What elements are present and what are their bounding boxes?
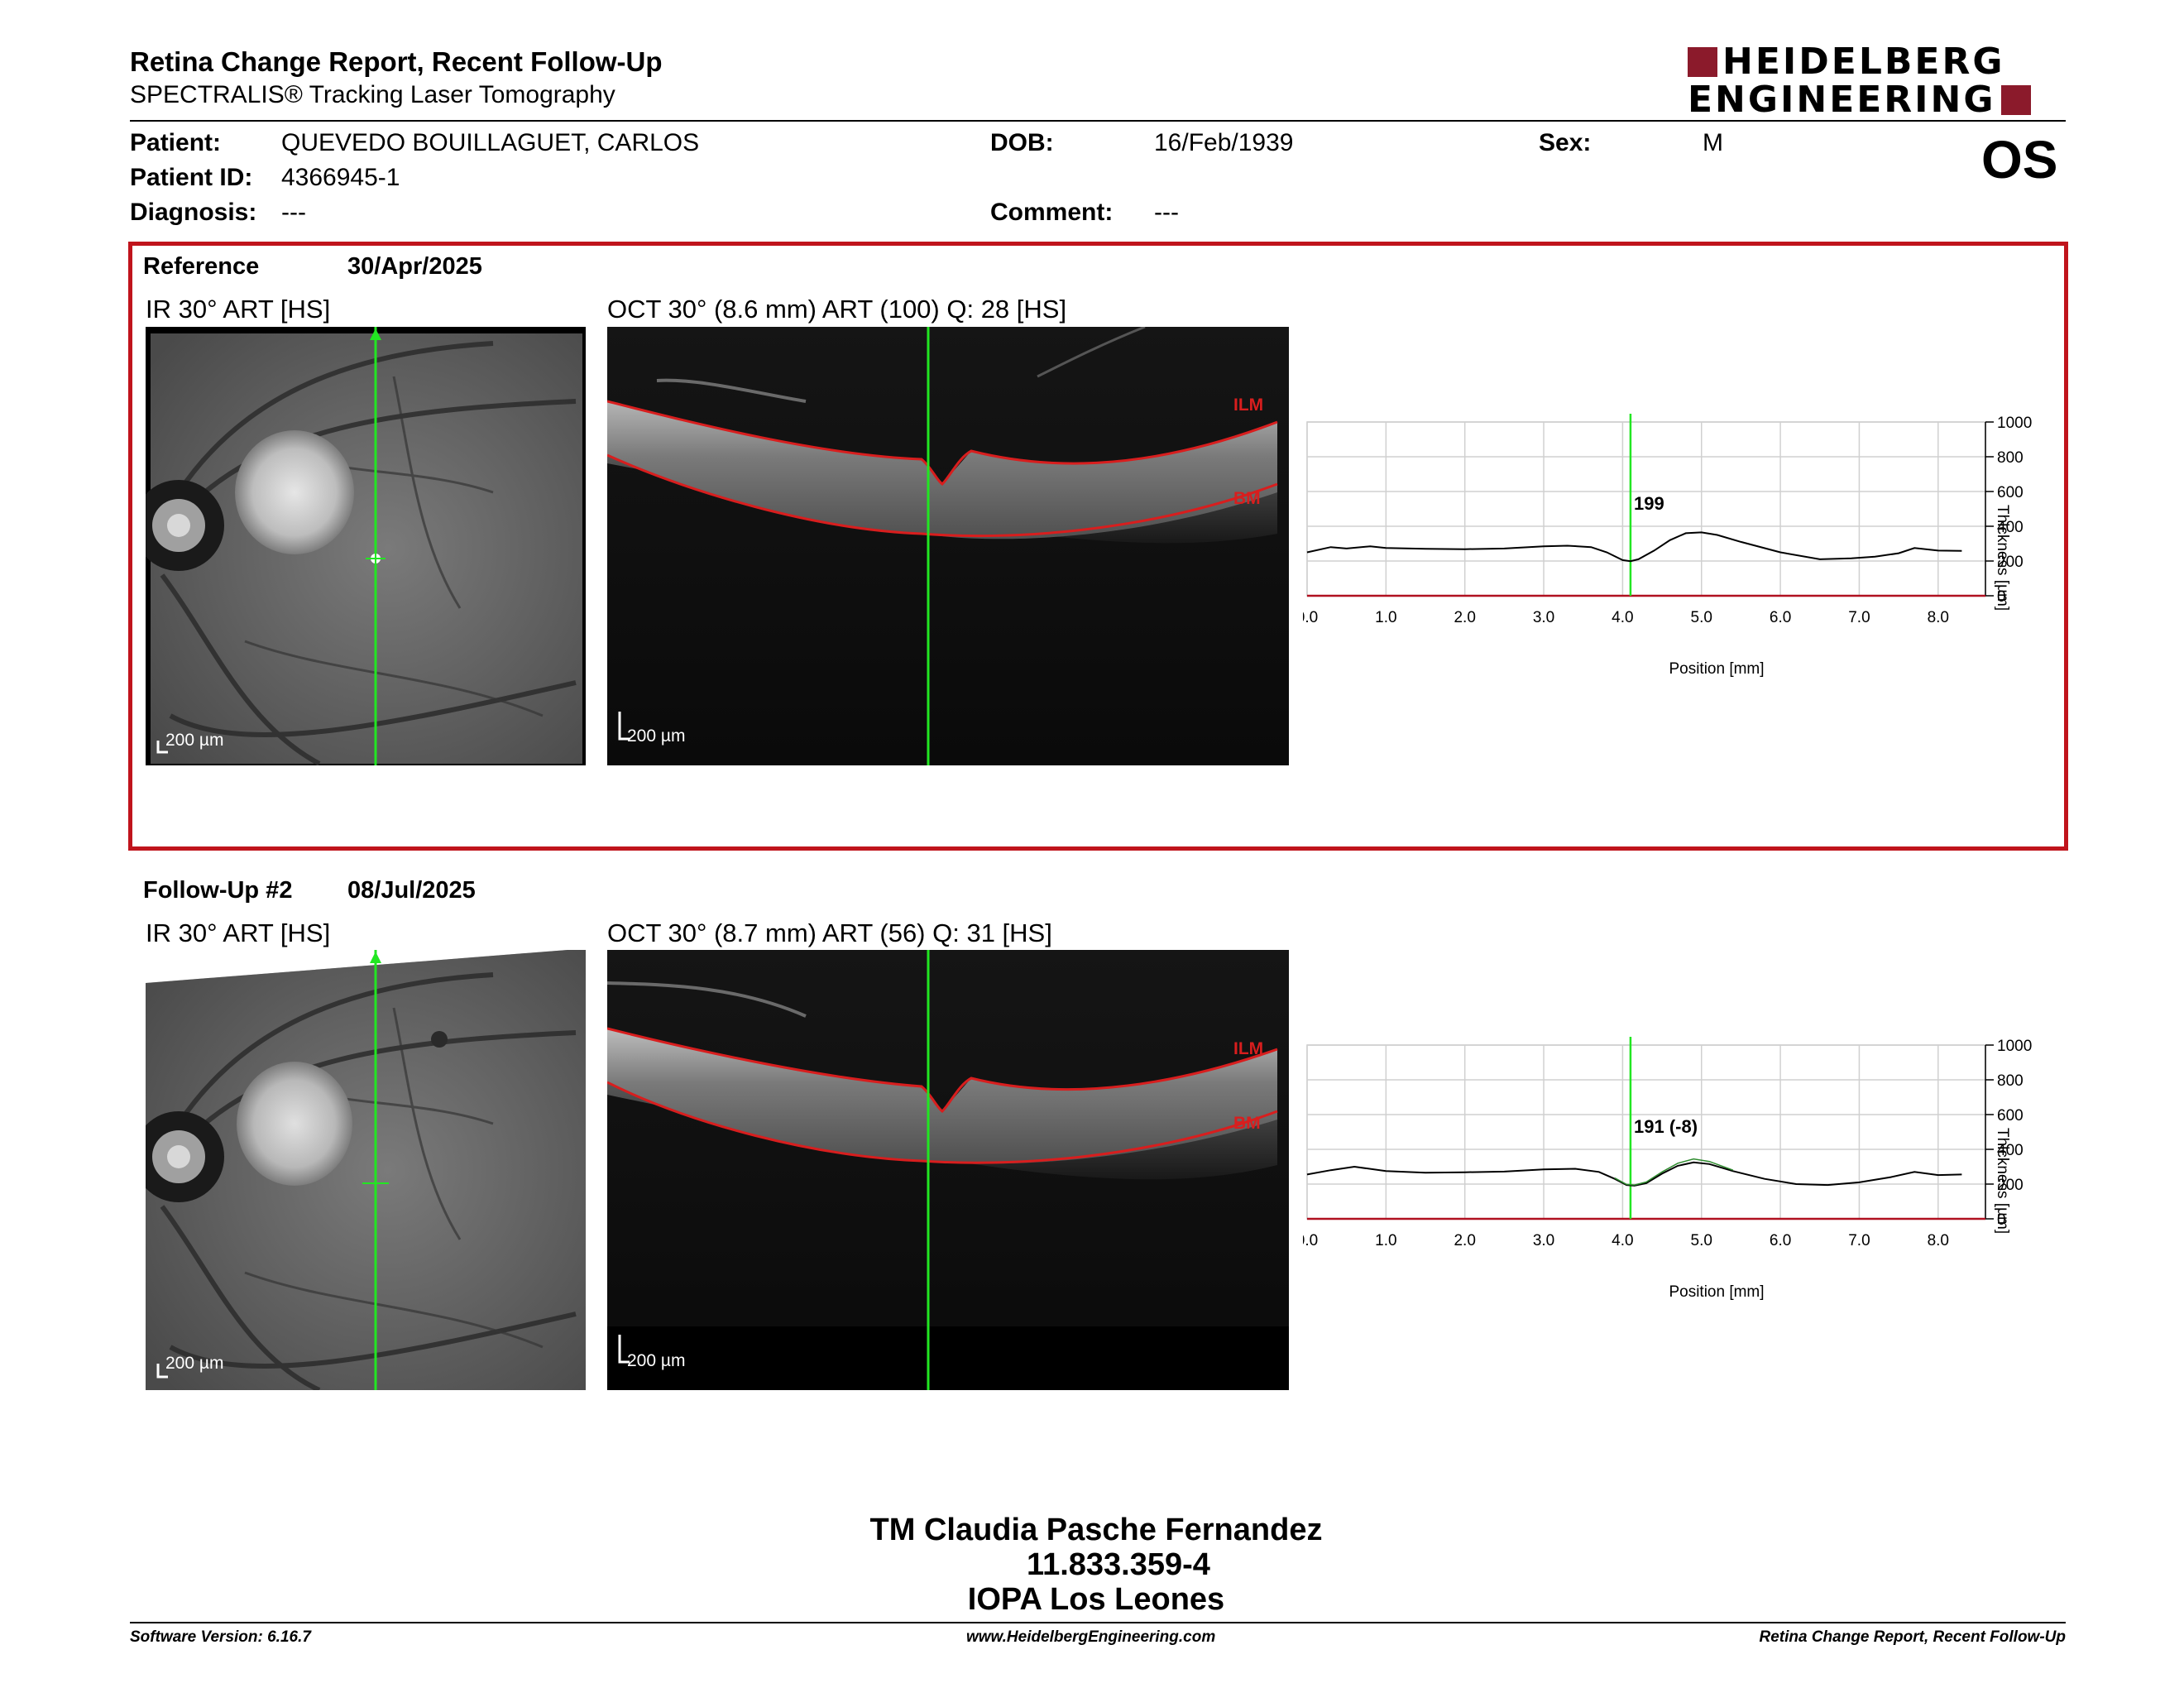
reference-xlabel: Position [mm] <box>1669 660 1765 678</box>
dob-label: DOB: <box>990 129 1054 156</box>
dob-value: 16/Feb/1939 <box>1154 129 1294 156</box>
thickness-series-line <box>1306 1161 1962 1187</box>
x-tick-label: 2.0 <box>1454 609 1475 626</box>
followup-ylabel: Thickness [µm] <box>1994 1128 2011 1235</box>
reference-frame <box>128 242 2068 851</box>
reference-ir-scale: 200 µm <box>165 731 224 750</box>
patient-name: QUEVEDO BOUILLAGUET, CARLOS <box>281 129 700 156</box>
clinic-name: IOPA Los Leones <box>967 1582 1225 1617</box>
followup-date: 08/Jul/2025 <box>347 877 476 904</box>
followup-xlabel: Position [mm] <box>1669 1283 1765 1301</box>
software-version: Software Version: 6.16.7 <box>130 1628 311 1646</box>
y-tick-label: 200 <box>1997 1177 2024 1194</box>
reference-oct-scale: 200 µm <box>627 727 686 746</box>
logo-line2: ENGINEERING <box>1688 79 1996 121</box>
reference-label: Reference <box>143 253 260 280</box>
thickness-plot-svg: 0 200 400 600 800 1000 0.0 1.0 2.0 3.0 4.0 5.0 6.0 7.… <box>1296 414 2032 626</box>
x-tick-label: 1.0 <box>1375 1232 1396 1249</box>
x-tick-label: 4.0 <box>1612 609 1633 626</box>
patient-id-label: Patient ID: <box>130 164 253 191</box>
x-tick-label: 4.0 <box>1612 1232 1633 1249</box>
reference-ylabel: Thickness [µm] <box>1994 505 2011 611</box>
comment-value: --- <box>1154 199 1179 226</box>
diagnosis-value: --- <box>281 199 306 226</box>
y-tick-label: 400 <box>1997 519 2024 536</box>
y-tick-label: 1000 <box>1997 415 2032 432</box>
reference-ir-label: IR 30° ART [HS] <box>146 295 331 324</box>
eye-indicator: OS <box>1981 130 2058 189</box>
x-tick-label: 7.0 <box>1848 609 1870 626</box>
reference-oct-label: OCT 30° (8.6 mm) ART (100) Q: 28 [HS] <box>607 295 1067 324</box>
x-tick-label: 3.0 <box>1533 1232 1554 1249</box>
x-tick-label: 8.0 <box>1928 609 1949 626</box>
x-tick-label: 6.0 <box>1770 609 1791 626</box>
x-tick-label: 0.0 <box>1303 1232 1318 1249</box>
oct-bscan-svg <box>607 327 1289 765</box>
reference-oct-image: ILM BM 200 µm <box>607 327 1289 765</box>
reference-date: 30/Apr/2025 <box>347 253 482 280</box>
followup-thickness-chart: 0 200 400 600 800 1000 0.0 1.0 2.0 3.0 4.0 5.0 6.0 7.… <box>1296 1037 2081 1302</box>
y-tick-label: 0 <box>1997 1211 2006 1229</box>
followup-marker-label: 191 (-8) <box>1634 1116 1698 1137</box>
y-tick-label: 1000 <box>1997 1038 2032 1055</box>
followup-ilm-label: ILM <box>1233 1039 1264 1058</box>
followup-oct-image: ILM BM 200 µm <box>607 950 1289 1390</box>
x-tick-label: 7.0 <box>1848 1232 1870 1249</box>
y-tick-label: 800 <box>1997 1072 2024 1090</box>
diagnosis-label: Diagnosis: <box>130 199 257 226</box>
reference-thickness-chart: 0 200 400 600 800 1000 0.0 1.0 2.0 3.0 4.0 5.0 6.0 7.… <box>1296 414 2081 679</box>
followup-ir-label: IR 30° ART [HS] <box>146 918 331 947</box>
followup-oct-scale: 200 µm <box>627 1351 686 1370</box>
footer-report-name: Retina Change Report, Recent Follow-Up <box>1759 1628 2066 1646</box>
patient-label: Patient: <box>130 129 222 156</box>
sex-value: M <box>1703 129 1723 156</box>
reference-ir-image: 200 µm <box>146 327 586 765</box>
x-tick-label: 5.0 <box>1691 1232 1712 1249</box>
reference-bm-label: BM <box>1233 489 1261 508</box>
thickness-plot-svg: 0 200 400 600 800 1000 0.0 1.0 2.0 3.0 4.0 5.0 6.0 7.… <box>1296 1037 2032 1249</box>
website-link[interactable]: www.HeidelbergEngineering.com <box>966 1628 1216 1646</box>
followup-ir-scale: 200 µm <box>165 1354 224 1373</box>
plot-area <box>1306 421 1986 597</box>
x-tick-label: 8.0 <box>1928 1232 1949 1249</box>
report-subtitle: SPECTRALIS® Tracking Laser Tomography <box>130 81 615 108</box>
header-divider <box>130 120 2066 122</box>
x-tick-label: 5.0 <box>1691 609 1712 626</box>
operator-id: 11.833.359-4 <box>1027 1547 1210 1582</box>
logo-square-icon <box>2000 85 2031 115</box>
reference-ilm-label: ILM <box>1233 396 1264 415</box>
reference-marker-label: 199 <box>1634 493 1664 514</box>
operator-name: TM Claudia Pasche Fernandez <box>869 1513 1323 1547</box>
thickness-series-line <box>1306 531 1962 563</box>
oct-bscan-svg <box>607 950 1289 1390</box>
x-tick-label: 3.0 <box>1533 609 1554 626</box>
followup-oct-label: OCT 30° (8.7 mm) ART (56) Q: 31 [HS] <box>607 918 1052 947</box>
x-tick-label: 0.0 <box>1303 609 1318 626</box>
followup-bm-label: BM <box>1233 1114 1261 1133</box>
logo-square-icon <box>1688 47 1717 77</box>
thickness-series-line <box>1614 1158 1734 1186</box>
x-tick-label: 2.0 <box>1454 1232 1475 1249</box>
x-tick-label: 1.0 <box>1375 609 1396 626</box>
sex-label: Sex: <box>1539 129 1592 156</box>
heidelberg-logo: HEIDELBERG ENGINEERING <box>1688 41 2068 121</box>
y-tick-label: 400 <box>1997 1142 2024 1159</box>
plot-area <box>1306 1044 1986 1220</box>
followup-label: Follow-Up #2 <box>143 877 293 904</box>
y-tick-label: 800 <box>1997 449 2024 467</box>
comment-label: Comment: <box>990 199 1114 226</box>
fundus-svg <box>146 950 586 1390</box>
y-tick-label: 200 <box>1997 554 2024 571</box>
patient-id: 4366945-1 <box>281 164 400 191</box>
fundus-svg <box>146 327 582 765</box>
followup-ir-image: 200 µm <box>146 950 586 1390</box>
y-tick-label: 600 <box>1997 1107 2024 1125</box>
y-tick-label: 600 <box>1997 484 2024 501</box>
logo-line1: HEIDELBERG <box>1722 41 2005 83</box>
report-title: Retina Change Report, Recent Follow-Up <box>130 46 663 77</box>
footer-divider <box>130 1622 2066 1623</box>
x-tick-label: 6.0 <box>1770 1232 1791 1249</box>
y-tick-label: 0 <box>1997 588 2006 606</box>
